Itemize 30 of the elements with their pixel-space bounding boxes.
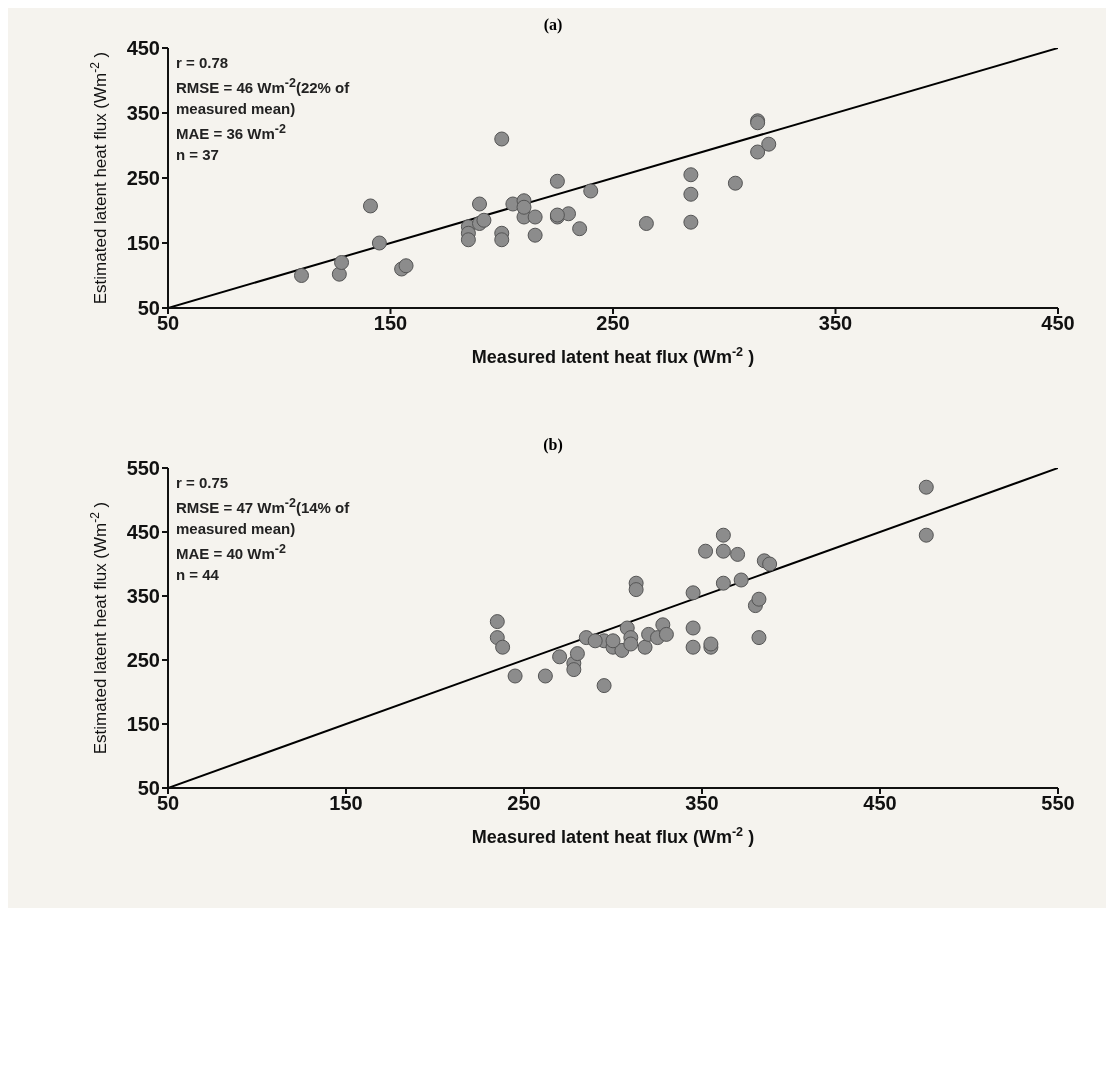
y-tick-label: 450: [126, 37, 160, 60]
y-tick-label: 250: [126, 649, 160, 672]
annotation: MAE = 36 Wm$^{-2}$: [176, 122, 286, 142]
x-tick-label: 450: [1041, 312, 1075, 335]
annotation: n = 44: [176, 566, 219, 583]
x-tick-label: 250: [507, 792, 541, 815]
y-tick-label: 550: [126, 457, 160, 480]
chart-title: (b): [542, 436, 564, 454]
x-axis-title: Measured latent heat flux (Wm$^{-2}$): [471, 825, 755, 847]
y-tick-label: 150: [126, 232, 160, 255]
x-tick-label: 350: [818, 312, 853, 335]
y-tick-label: 450: [126, 521, 160, 544]
annotation: n = 37: [176, 146, 219, 163]
x-tick-label: 450: [863, 792, 897, 815]
y-tick-label: 350: [126, 102, 160, 125]
annotation: r = 0.75: [176, 474, 229, 491]
x-tick-label: 350: [685, 792, 719, 815]
annotation: RMSE = 46 Wm$^{-2}$(22% of measured mean): [176, 76, 350, 117]
chart-title: (a): [542, 16, 564, 34]
x-tick-label: 150: [373, 312, 408, 335]
annotation: r = 0.78: [176, 54, 229, 71]
x-tick-label: 150: [329, 792, 363, 815]
x-tick-label: 550: [1041, 792, 1075, 815]
y-tick-label: 350: [126, 585, 160, 608]
annotation: MAE = 40 Wm$^{-2}$: [176, 542, 286, 562]
x-axis-title: Measured latent heat flux (Wm$^{-2}$): [471, 345, 755, 367]
y-tick-label: 250: [126, 167, 160, 190]
x-tick-label: 250: [596, 312, 630, 335]
annotation: RMSE = 47 Wm$^{-2}$(14% of measured mean): [176, 496, 350, 537]
y-tick-label: 150: [126, 713, 160, 736]
